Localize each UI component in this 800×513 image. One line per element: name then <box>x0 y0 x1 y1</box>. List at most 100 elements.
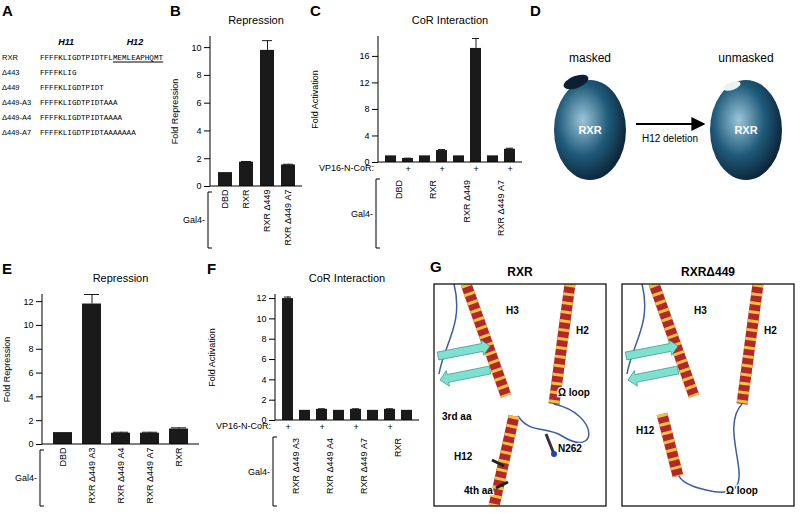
svg-text:FFFFKLIG: FFFFKLIG <box>40 69 77 77</box>
svg-text:Δ449-A3: Δ449-A3 <box>2 98 31 107</box>
svg-text:16: 16 <box>359 51 369 61</box>
svg-text:+: + <box>353 422 358 432</box>
html-text:CoR Interaction: CoR Interaction <box>411 14 489 26</box>
svg-text:4th aa: 4th aa <box>464 485 493 496</box>
svg-text:Δ449: Δ449 <box>2 83 20 92</box>
svg-text:+: + <box>387 422 392 432</box>
svg-text:Fold Activation: Fold Activation <box>310 70 320 129</box>
html-text:CoR Interaction: CoR Interaction <box>308 272 386 284</box>
svg-text:6: 6 <box>28 368 33 378</box>
svg-text:RXRΔ449: RXRΔ449 <box>681 265 735 279</box>
svg-text:RXR: RXR <box>578 124 601 136</box>
svg-text:H12 deletion: H12 deletion <box>642 133 698 144</box>
svg-text:+: + <box>507 164 512 174</box>
svg-text:H2: H2 <box>764 325 777 336</box>
html-text:A: A <box>2 2 13 19</box>
html-text:E: E <box>2 260 12 277</box>
svg-text:RXR Δ449: RXR Δ449 <box>462 180 472 223</box>
html-text:Repression: Repression <box>228 14 284 26</box>
svg-text:4: 4 <box>28 392 33 402</box>
svg-text:H3: H3 <box>506 305 519 316</box>
svg-text:RXR Δ449 A7: RXR Δ449 A7 <box>496 180 506 236</box>
svg-text:4: 4 <box>196 126 201 136</box>
svg-text:3rd aa: 3rd aa <box>442 411 472 422</box>
svg-text:FFFFKLIGDTPIDTFLMEMLEAPHQMT: FFFFKLIGDTPIDTFLMEMLEAPHQMT <box>40 54 163 62</box>
svg-text:10: 10 <box>256 314 266 324</box>
svg-text:Ω loop: Ω loop <box>558 387 590 398</box>
svg-text:4: 4 <box>261 375 266 385</box>
svg-text:2: 2 <box>28 416 33 426</box>
svg-text:Gal4-: Gal4- <box>248 467 270 477</box>
svg-text:RXR Δ449 A3: RXR Δ449 A3 <box>291 438 301 494</box>
svg-text:Ω loop: Ω loop <box>726 485 758 496</box>
svg-text:N262: N262 <box>558 443 582 454</box>
svg-text:12: 12 <box>359 78 369 88</box>
svg-text:masked: masked <box>569 51 611 65</box>
svg-text:RXR: RXR <box>734 124 757 136</box>
svg-text:Fold Repression: Fold Repression <box>170 79 180 145</box>
svg-text:10: 10 <box>191 42 201 52</box>
svg-text:+: + <box>473 164 478 174</box>
html-text:B: B <box>170 2 181 19</box>
svg-text:FFFFKLIGDTPIDT: FFFFKLIGDTPIDT <box>40 84 104 92</box>
svg-text:12: 12 <box>256 293 266 303</box>
svg-text:+: + <box>285 422 290 432</box>
svg-text:RXR: RXR <box>507 265 533 279</box>
svg-text:Δ449-A4: Δ449-A4 <box>2 113 31 122</box>
svg-text:Gal4-: Gal4- <box>15 473 37 483</box>
svg-text:VP16-N-CoR:: VP16-N-CoR: <box>216 421 271 431</box>
svg-text:H11: H11 <box>58 37 74 47</box>
svg-text:RXR Δ449 A7: RXR Δ449 A7 <box>359 438 369 494</box>
svg-text:6: 6 <box>261 354 266 364</box>
svg-text:H12: H12 <box>636 425 655 436</box>
svg-text:RXR: RXR <box>174 447 184 467</box>
svg-text:DBD: DBD <box>58 447 68 467</box>
svg-text:Gal4-: Gal4- <box>183 215 205 225</box>
svg-text:RXR Δ449 A7: RXR Δ449 A7 <box>145 448 155 504</box>
svg-text:8: 8 <box>261 334 266 344</box>
svg-text:H12: H12 <box>454 451 473 462</box>
svg-text:FFFFKLIGDTPIDTAAA: FFFFKLIGDTPIDTAAA <box>40 99 118 107</box>
svg-text:DBD: DBD <box>394 180 404 200</box>
svg-text:unmasked: unmasked <box>718 51 773 65</box>
svg-text:RXR Δ449 A3: RXR Δ449 A3 <box>87 448 97 504</box>
svg-text:0: 0 <box>28 439 33 449</box>
svg-text:4: 4 <box>364 131 369 141</box>
svg-text:RXR Δ449 A7: RXR Δ449 A7 <box>283 190 293 246</box>
svg-text:8: 8 <box>28 344 33 354</box>
html-text:G: G <box>430 258 442 275</box>
svg-text:Δ449-A7: Δ449-A7 <box>2 128 31 137</box>
svg-text:FFFFKLIGDTPIDTAAAA: FFFFKLIGDTPIDTAAAA <box>40 114 122 122</box>
svg-text:H3: H3 <box>694 305 707 316</box>
svg-text:10: 10 <box>23 320 33 330</box>
svg-text:+: + <box>405 164 410 174</box>
svg-text:+: + <box>439 164 444 174</box>
svg-text:RXR: RXR <box>393 438 403 458</box>
html-text:C: C <box>310 2 321 19</box>
svg-text:DBD: DBD <box>220 189 230 209</box>
svg-text:FFFFKLIGDTPIDTAAAAAAA: FFFFKLIGDTPIDTAAAAAAA <box>40 129 136 137</box>
svg-text:RXR Δ449 A4: RXR Δ449 A4 <box>116 448 126 504</box>
svg-text:VP16-N-CoR:: VP16-N-CoR: <box>319 163 374 173</box>
svg-text:Fold Repression: Fold Repression <box>2 337 12 403</box>
svg-text:H12: H12 <box>127 37 144 47</box>
svg-text:+: + <box>319 422 324 432</box>
html-text:D: D <box>530 2 541 19</box>
svg-text:Δ443: Δ443 <box>2 68 20 77</box>
svg-text:Gal4-: Gal4- <box>351 209 373 219</box>
svg-text:8: 8 <box>196 70 201 80</box>
svg-text:RXR: RXR <box>428 180 438 200</box>
svg-text:H2: H2 <box>576 325 589 336</box>
svg-text:RXR Δ449 A4: RXR Δ449 A4 <box>325 438 335 494</box>
svg-text:12: 12 <box>23 297 33 307</box>
svg-text:RXR Δ449: RXR Δ449 <box>262 190 272 233</box>
svg-text:RXR: RXR <box>2 53 18 62</box>
svg-text:2: 2 <box>261 395 266 405</box>
svg-text:6: 6 <box>196 98 201 108</box>
svg-text:0: 0 <box>196 181 201 191</box>
svg-text:RXR: RXR <box>241 189 251 209</box>
html-text:Repression: Repression <box>92 272 149 284</box>
svg-text:8: 8 <box>364 104 369 114</box>
svg-text:2: 2 <box>196 154 201 164</box>
svg-text:Fold Activation: Fold Activation <box>207 328 217 387</box>
